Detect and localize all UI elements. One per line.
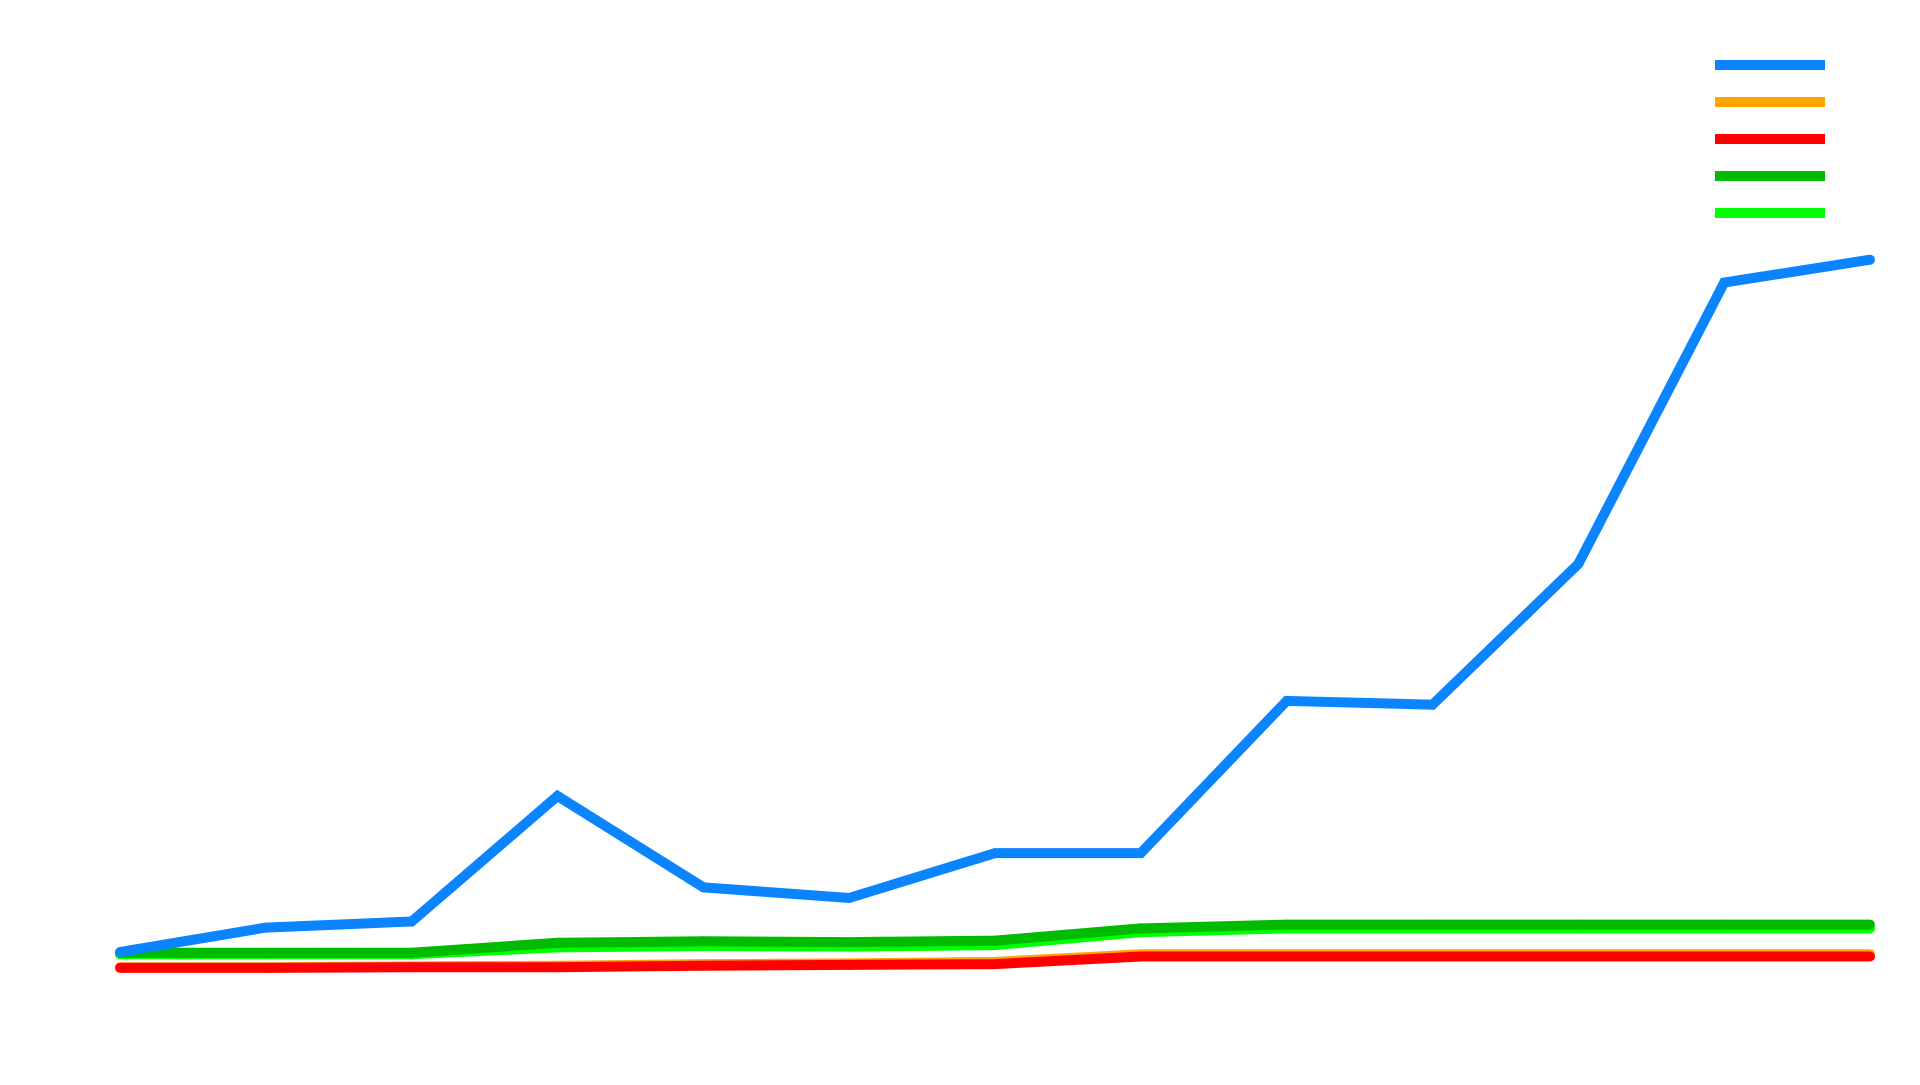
series-1-point-13 [1865,254,1875,265]
series-3-point-9 [1281,951,1292,962]
series-4-point-7 [990,935,1000,946]
series-3-point-1 [115,962,125,973]
series-3-point-4 [552,962,563,973]
series-1-point-4 [552,791,563,801]
series-1-point-2 [260,922,271,933]
series-1-point-5 [698,882,709,893]
legend [1715,60,1825,218]
series-4-point-5 [698,936,709,947]
series-4-point-12 [1719,919,1730,930]
series-3-point-11 [1573,951,1584,962]
series-4-point-10 [1427,919,1438,930]
series-3-point-7 [990,959,1000,970]
series-4-point-9 [1281,919,1292,930]
series-1-point-7 [990,848,1000,859]
series-3-point-8 [1135,951,1146,962]
series-4-point-4 [552,937,563,948]
series-4-point-13 [1865,919,1875,930]
series-1-point-1 [115,947,125,957]
series-4-point-8 [1135,923,1146,934]
series-1-point-12 [1719,277,1730,288]
series-1-point-11 [1573,559,1584,569]
series-1-point-8 [1135,848,1146,859]
series-3-point-2 [260,962,271,973]
series-3-point-5 [698,960,709,971]
series-3-point-13 [1865,951,1875,962]
series-3-point-6 [844,959,855,970]
series-3-point-3 [406,962,417,973]
series-4-point-11 [1573,919,1584,930]
series-1-point-6 [844,893,855,903]
series-4-point-3 [406,947,417,958]
series-4-point-6 [844,937,855,948]
series-4-point-2 [260,947,271,958]
series-1-point-10 [1427,699,1438,710]
series-3-point-10 [1427,951,1438,962]
series-layer [115,254,1875,973]
series-1-point-3 [406,916,417,927]
series-1-point-9 [1281,695,1292,706]
series-3-point-12 [1719,951,1730,962]
